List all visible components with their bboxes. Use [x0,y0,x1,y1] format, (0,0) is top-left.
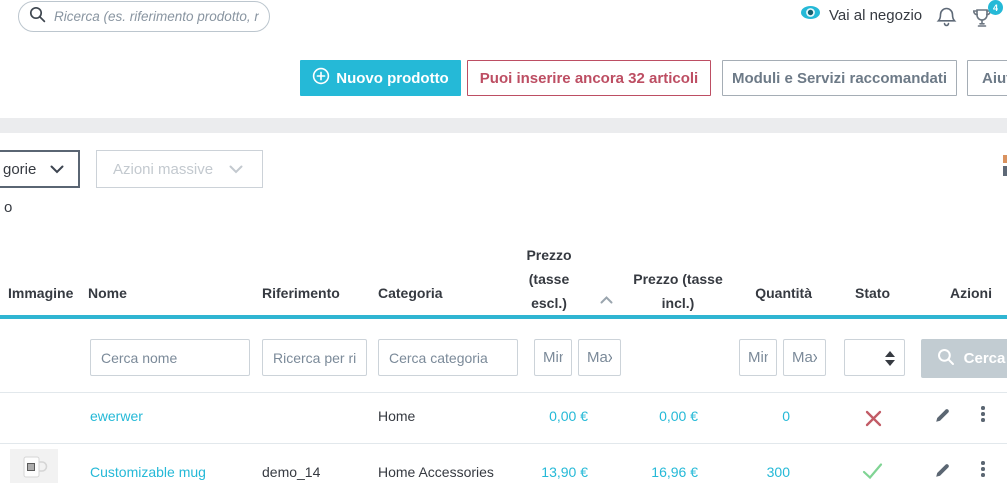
col-header-actions: Azioni [950,285,992,301]
global-search-input[interactable] [54,9,259,24]
product-category: Home Accessories [378,464,494,480]
price-excl-value: 13,90 € [541,464,588,480]
sort-asc-icon[interactable] [600,291,613,309]
filter-status-select[interactable] [844,339,905,376]
search-icon [29,6,46,28]
col-header-name[interactable]: Nome [88,285,127,301]
row-divider [0,392,1007,393]
price-excl-value: 0,00 € [549,408,588,424]
status-inactive-icon[interactable] [865,410,882,432]
product-reference: demo_14 [262,464,321,480]
trophy-icon [970,9,994,34]
price-incl-value: 16,96 € [651,464,698,480]
filter-name-input[interactable] [90,339,250,376]
global-search[interactable] [18,1,270,32]
achievements-button[interactable] [970,6,994,35]
col-header-status[interactable]: Stato [855,285,890,301]
new-product-button[interactable]: Nuovo prodotto [300,60,461,96]
product-name-link[interactable]: ewerwer [90,408,143,424]
quota-label: Puoi inserire ancora 32 articoli [479,69,699,87]
recommended-modules-button[interactable]: Moduli e Servizi raccomandati [722,60,957,96]
col-header-image: Immagine [8,285,74,301]
plus-circle-icon [312,67,330,89]
row-menu-dots-icon[interactable] [981,461,985,477]
row-divider [0,443,1007,444]
filter-qty-max-input[interactable] [783,339,826,376]
view-shop-link[interactable]: Vai al negozio [800,5,922,25]
filter-search-button[interactable]: Cerca [921,339,1007,378]
quota-remaining-button[interactable]: Puoi inserire ancora 32 articoli [467,60,711,96]
col-header-category[interactable]: Categoria [378,285,443,301]
eye-icon [800,5,821,25]
table-header-accent-line [0,315,1007,319]
price-incl-value: 0,00 € [659,408,698,424]
search-icon [937,348,955,370]
row-menu-dots-icon[interactable] [981,406,985,422]
new-product-label: Nuovo prodotto [336,69,449,87]
chevron-down-icon [36,161,64,178]
view-shop-label: Vai al negozio [829,6,923,24]
col-header-quantity[interactable]: Quantità [755,285,812,301]
edit-pencil-icon[interactable] [934,407,951,429]
filter-price-min-input[interactable] [534,339,572,376]
quantity-value: 0 [782,408,790,424]
category-filter-dropdown[interactable]: gorie [0,150,80,188]
edit-pencil-icon[interactable] [934,462,951,483]
help-label: Aiuto [982,69,1007,87]
recommended-modules-label: Moduli e Servizi raccomandati [731,69,948,87]
status-active-icon[interactable] [862,462,883,483]
quantity-value: 300 [766,464,790,480]
section-divider-band [0,118,1007,133]
bulk-actions-label: Azioni massive [113,160,214,178]
filter-price-max-input[interactable] [578,339,621,376]
product-name-link[interactable]: Customizable mug [90,464,206,480]
col-header-price-incl[interactable]: Prezzo (tasse incl.) [633,271,723,311]
col-header-reference[interactable]: Riferimento [262,285,340,301]
clipped-text-fragment: o [4,199,13,216]
filter-category-input[interactable] [378,339,518,376]
product-category: Home [378,408,416,424]
filter-qty-min-input[interactable] [739,339,777,376]
mug-image [19,454,49,483]
col-header-price-excl[interactable]: Prezzo (tasse escl.) [526,247,572,311]
settings-icon-partial[interactable] [1003,155,1007,177]
filter-reference-input[interactable] [262,339,367,376]
product-thumbnail [10,449,58,483]
bulk-actions-dropdown[interactable]: Azioni massive [96,150,263,188]
filter-search-label: Cerca [963,350,1006,367]
bell-icon [936,7,957,32]
category-filter-label: gorie [3,160,37,178]
achievements-count-badge: 4 [988,0,1003,15]
chevron-down-icon [213,161,243,178]
notifications-bell-button[interactable] [936,6,957,33]
help-button[interactable]: Aiuto [967,60,1007,96]
